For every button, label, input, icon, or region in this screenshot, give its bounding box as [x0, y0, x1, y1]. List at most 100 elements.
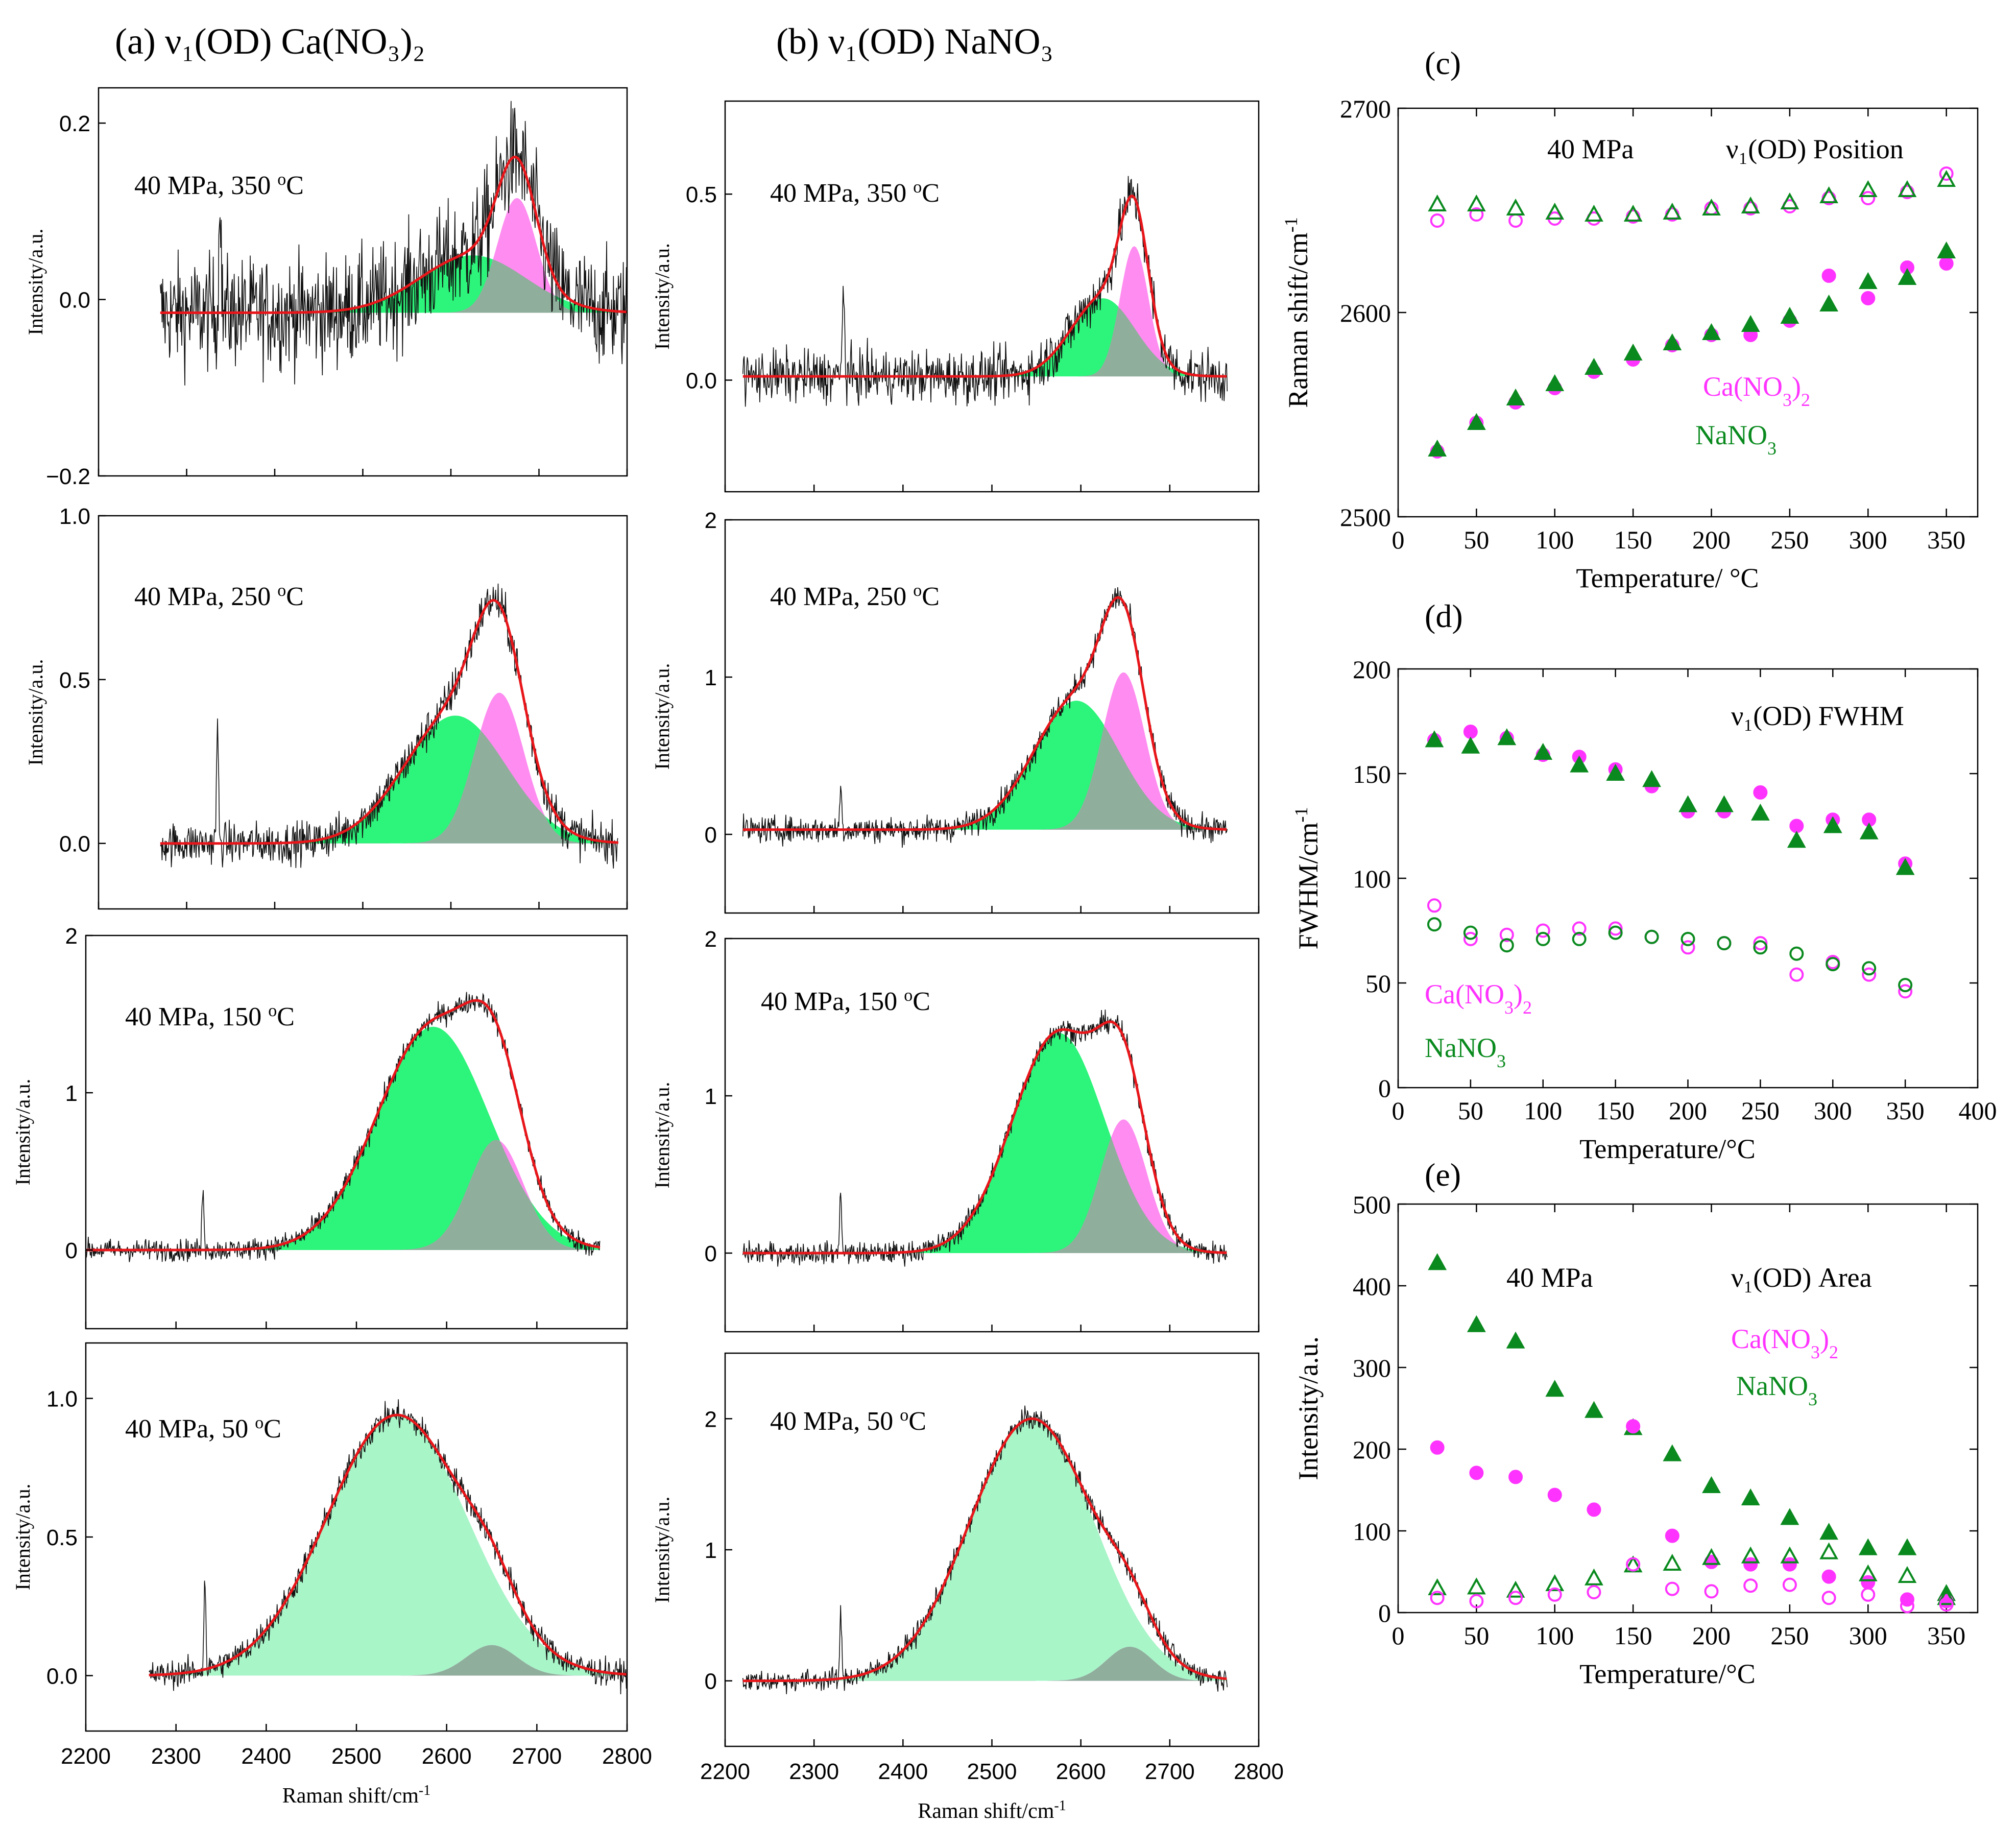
point-e-3-5 — [1626, 1557, 1641, 1572]
xtick-label-e-5: 250 — [1770, 1621, 1809, 1650]
ytick-label-d-4: 200 — [1353, 655, 1391, 684]
point-c-3-11 — [1858, 272, 1878, 289]
point-e-0-7 — [1702, 1476, 1721, 1493]
xlabel-c: Temperature/ °C — [1576, 563, 1759, 593]
series-e-0 — [1428, 1253, 1956, 1601]
legend-ca-e: Ca(NO3)2 — [1731, 1324, 1838, 1362]
xtick-label-d-7: 350 — [1886, 1096, 1925, 1125]
point-e-2-4 — [1585, 1568, 1603, 1586]
point-c-1-13 — [1937, 170, 1956, 187]
point-c-2-10 — [1821, 269, 1836, 283]
fit-curve-b3 — [742, 1020, 1227, 1255]
plot-frame-a3 — [85, 934, 628, 1330]
fit-curve-a1 — [160, 155, 627, 314]
ytick-label-e-0: 0 — [1378, 1599, 1391, 1627]
point-c-3-8 — [1741, 315, 1760, 332]
point-e-0-2 — [1506, 1331, 1525, 1349]
series-e-3 — [1430, 1557, 1954, 1614]
ytick-label-b2-1: 1 — [705, 665, 717, 690]
point-d-3-0 — [1427, 917, 1442, 932]
point-e-3-12 — [1900, 1599, 1914, 1614]
fit-curve-a4 — [149, 1413, 627, 1676]
legend-na-d: NaNO3 — [1425, 1032, 1506, 1071]
xtick-label-d-0: 0 — [1392, 1096, 1405, 1125]
fit-curve-b1 — [742, 194, 1227, 378]
xtick-label-b4-1: 2300 — [789, 1759, 839, 1784]
ytick-label-a4-1: 0.5 — [46, 1525, 78, 1550]
xtick-label-d-8: 400 — [1959, 1096, 1997, 1125]
ylabel-d: FWHM/cm-1 — [1291, 807, 1324, 950]
green-component-b1 — [742, 298, 1228, 377]
xtick-label-c-5: 250 — [1770, 525, 1809, 554]
green-component-b4 — [742, 1419, 1228, 1681]
point-e-3-11 — [1861, 1587, 1876, 1602]
point-d-1-12 — [1859, 822, 1879, 839]
ytick-label-b1-1: 0.5 — [686, 182, 717, 207]
point-e-3-3 — [1547, 1587, 1562, 1602]
series-d-3 — [1427, 917, 1913, 993]
xtick-label-a4-0: 2200 — [61, 1744, 111, 1769]
point-e-2-6 — [1663, 1553, 1682, 1571]
ytick-label-b3-0: 0 — [705, 1241, 717, 1266]
point-c-0-2 — [1508, 213, 1523, 228]
point-c-1-6 — [1663, 202, 1682, 220]
ytick-label-d-1: 50 — [1365, 969, 1391, 998]
point-c-1-0 — [1428, 194, 1447, 211]
point-d-2-4 — [1572, 921, 1587, 936]
xtick-label-c-1: 50 — [1463, 525, 1489, 554]
ylabel-a3: Intensity/a.u. — [11, 1079, 34, 1186]
xtick-label-c-7: 350 — [1927, 525, 1965, 554]
ytick-label-a3-2: 2 — [65, 924, 78, 949]
point-d-3-10 — [1789, 946, 1804, 961]
scatter-panel-e: 0 50 100 150 200 250 300 350 0 100 200 300 400 500 ν₁(… — [1293, 1190, 1979, 1689]
point-d-1-0 — [1425, 730, 1444, 748]
point-c-3-12 — [1898, 268, 1917, 285]
point-e-0-3 — [1545, 1380, 1565, 1397]
xtick-label-e-6: 300 — [1849, 1621, 1887, 1650]
point-d-3-12 — [1862, 961, 1877, 976]
ytick-label-d-3: 150 — [1353, 760, 1391, 788]
xtick-label-b4-6: 2800 — [1234, 1759, 1284, 1784]
point-d-2-2 — [1499, 927, 1514, 942]
point-c-3-0 — [1428, 439, 1447, 457]
ytick-label-b2-2: 2 — [705, 508, 717, 533]
overlap-component-b4 — [742, 1647, 1228, 1681]
xlabel-a4: Raman shift/cm-1 — [282, 1783, 430, 1808]
point-d-2-12 — [1862, 967, 1877, 982]
xtick-label-b4-2: 2400 — [878, 1759, 928, 1784]
overlap-component-b1 — [742, 307, 1228, 377]
point-c-0-0 — [1430, 213, 1445, 228]
ytick-label-a3-0: 0 — [65, 1238, 78, 1263]
ytick-label-d-0: 0 — [1378, 1074, 1391, 1102]
condition-label-a3: 40 MPa, 150 oC — [125, 1001, 295, 1032]
overlap-component-a4 — [149, 1645, 627, 1676]
panel-letter-c: (c) — [1425, 45, 1461, 81]
overlap-component-a1 — [160, 259, 627, 313]
ytick-label-e-3: 300 — [1353, 1354, 1391, 1382]
point-d-1-1 — [1461, 736, 1480, 754]
point-d-3-6 — [1644, 929, 1659, 944]
point-c-0-1 — [1469, 207, 1484, 222]
point-d-0-9 — [1753, 785, 1768, 800]
xlabel-d: Temperature/°C — [1579, 1134, 1756, 1164]
series-d-0 — [1427, 725, 1913, 871]
point-c-1-8 — [1741, 196, 1760, 213]
point-e-1-2 — [1508, 1470, 1523, 1484]
legend-na-e: NaNO3 — [1736, 1371, 1817, 1409]
point-d-2-1 — [1463, 931, 1478, 946]
panel-title-d: ν₁(OD) FWHM — [1731, 701, 1904, 731]
point-c-1-9 — [1780, 192, 1799, 209]
annotation-e: 40 MPa — [1506, 1262, 1593, 1293]
ytick-label-b4-0: 0 — [705, 1669, 717, 1694]
point-c-3-3 — [1545, 374, 1565, 391]
spectrum-panel-b3: 0 1 2 Intensity/a.u. 40 MPa, 150 oC — [651, 927, 1260, 1333]
xtick-label-c-0: 0 — [1392, 525, 1405, 554]
point-e-2-8 — [1741, 1546, 1760, 1564]
point-e-3-1 — [1469, 1594, 1484, 1608]
point-d-2-13 — [1898, 984, 1913, 999]
point-e-0-12 — [1898, 1538, 1917, 1555]
xtick-label-a4-3: 2500 — [331, 1744, 381, 1769]
point-e-1-5 — [1626, 1419, 1641, 1434]
point-d-1-3 — [1533, 742, 1553, 760]
ytick-label-d-2: 100 — [1353, 865, 1391, 893]
